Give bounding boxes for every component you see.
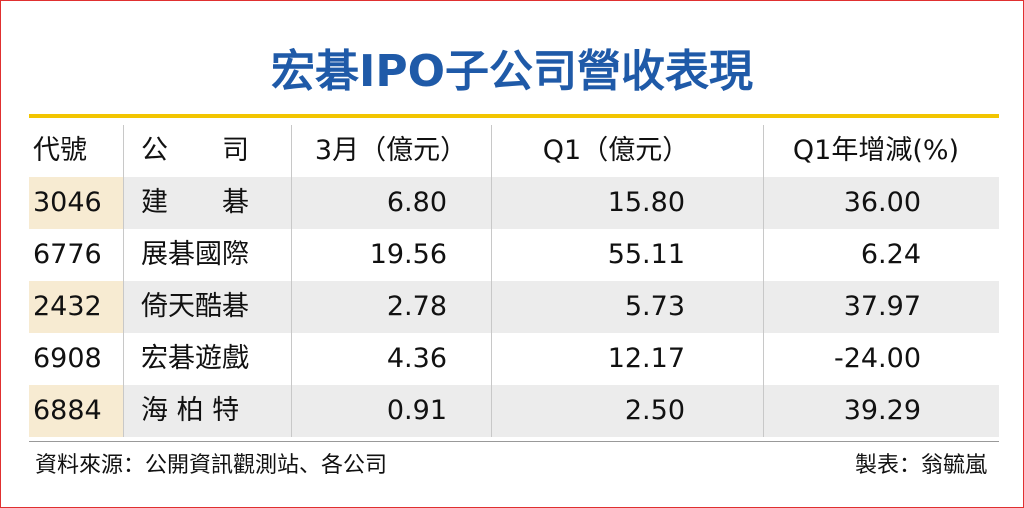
cell: 2.78: [386, 291, 447, 322]
cell: 6.24: [860, 239, 921, 270]
column-header: 3月（億元）: [314, 135, 468, 166]
cell: 19.56: [369, 239, 447, 270]
column-header: 代號: [33, 135, 87, 166]
row-stripe: [29, 177, 123, 229]
column-header: Q1（億元）: [542, 135, 690, 166]
cell: 2432: [33, 291, 102, 322]
cell: 36.00: [843, 187, 921, 218]
cell: 宏碁遊戲: [141, 343, 249, 374]
cell: 55.11: [607, 239, 685, 270]
column-divider: [123, 125, 124, 437]
cell: 展碁國際: [141, 239, 249, 270]
cell: 倚天酷碁: [141, 291, 249, 322]
cell: 4.36: [386, 343, 447, 374]
cell: 6776: [33, 239, 102, 270]
title-rule: [29, 114, 999, 118]
row-stripe: [123, 281, 999, 333]
cell: 12.17: [607, 343, 685, 374]
column-header: 公 司: [141, 135, 249, 166]
cell: 37.97: [843, 291, 921, 322]
cell: 0.91: [386, 395, 447, 426]
cell: 5.73: [624, 291, 685, 322]
cell: 建 碁: [141, 187, 249, 218]
column-divider: [763, 125, 764, 437]
table-rule: [29, 441, 999, 442]
cell: 15.80: [607, 187, 685, 218]
cell: -24.00: [833, 343, 921, 374]
cell: 39.29: [843, 395, 921, 426]
cell: 6908: [33, 343, 102, 374]
source: 資料來源：公開資訊觀測站、各公司: [35, 453, 388, 478]
cell: 海 柏 特: [141, 395, 240, 426]
cell: 6884: [33, 395, 102, 426]
cell: 2.50: [624, 395, 685, 426]
row-stripe: [29, 281, 123, 333]
row-stripe: [29, 385, 123, 437]
author: 製表：翁毓嵐: [854, 453, 987, 478]
column-divider: [491, 125, 492, 437]
row-stripe: [123, 177, 999, 229]
row-stripe: [123, 385, 999, 437]
column-divider: [291, 125, 292, 437]
cell: 3046: [33, 187, 102, 218]
column-header: Q1年增減(%): [792, 135, 960, 166]
cell: 6.80: [386, 187, 447, 218]
title: 宏碁IPO子公司營收表現: [270, 46, 754, 97]
